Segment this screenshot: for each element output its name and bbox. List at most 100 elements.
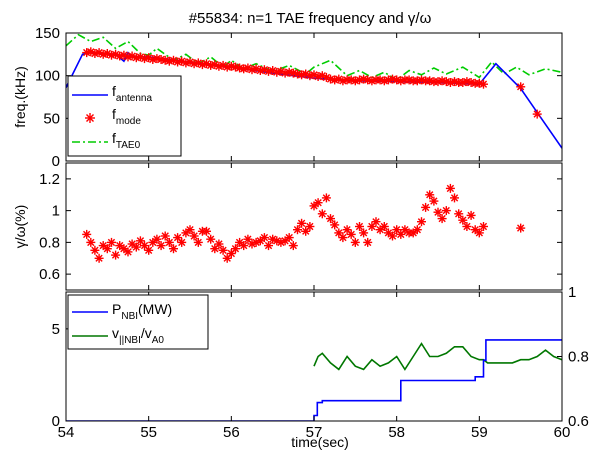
star-stroke (186, 226, 194, 234)
star-stroke (273, 237, 281, 245)
gamma-point (474, 228, 484, 238)
star-stroke (277, 67, 285, 76)
gamma-point (90, 245, 100, 255)
legend-mode-label: fmode (112, 106, 141, 127)
nbi-plot-area (66, 339, 562, 421)
panel3-y-tick-label-left: 0 (52, 413, 60, 430)
star-stroke (285, 233, 293, 242)
star-stroke (215, 240, 223, 248)
gamma-point (297, 218, 307, 228)
star-stroke (434, 208, 442, 216)
gamma-point (259, 233, 269, 243)
star-stroke (401, 226, 409, 234)
x-tick-label: 56 (223, 424, 240, 441)
x-tick-label: 58 (388, 424, 405, 441)
gamma-point (313, 198, 323, 208)
frequency-plot-area (66, 33, 562, 149)
star-stroke (347, 230, 355, 239)
gamma-point (239, 241, 249, 251)
gamma-point (305, 222, 315, 231)
star-stroke (517, 83, 525, 91)
gamma-point (441, 206, 451, 216)
star-stroke (124, 248, 132, 256)
gamma-point (412, 225, 422, 235)
panel3-y-tick-label-right: 0.8 (568, 349, 589, 366)
star-stroke (145, 54, 153, 62)
panel3-y-tick-label-right: 0.6 (568, 413, 589, 430)
gamma-point (466, 210, 476, 220)
growth-rate-panel: 0.6 0.8 1 1.2 γ/ω(%) (12, 162, 563, 291)
star-stroke (318, 210, 326, 218)
gamma-point (82, 229, 92, 239)
star-stroke (95, 48, 103, 57)
star-stroke (178, 57, 186, 65)
star-stroke (306, 222, 314, 231)
panel3-y-tick-label-left: 5 (52, 321, 60, 338)
star-stroke (372, 218, 380, 226)
gamma-point (135, 236, 145, 246)
star-stroke (173, 233, 182, 242)
panel1-y-tick-label: 150 (35, 25, 60, 42)
gamma-point (177, 237, 187, 247)
star-stroke (297, 219, 306, 227)
star-stroke (417, 218, 426, 226)
gamma-point (338, 233, 348, 243)
gamma-point (156, 241, 166, 251)
gamma-point (516, 223, 526, 233)
star-stroke (83, 230, 91, 239)
gamma-point (169, 244, 178, 254)
gamma-point (425, 190, 435, 200)
panel2-y-axis-label: γ/ω(%) (12, 205, 28, 249)
gamma-point (264, 241, 273, 251)
star-stroke (111, 50, 120, 58)
gamma-point (309, 201, 319, 211)
gamma-point (284, 233, 294, 243)
star-stroke (140, 241, 149, 250)
gamma-point (421, 202, 431, 212)
gamma-point (321, 193, 331, 203)
gamma-point (388, 231, 397, 241)
legend-vratio-label-sub2: A0 (152, 335, 165, 346)
gamma-point (94, 253, 104, 263)
gamma-point (202, 226, 211, 236)
x-tick-label: 57 (306, 424, 323, 441)
star-stroke (194, 59, 202, 67)
star-stroke (430, 197, 438, 205)
panel1-y-axis-label: freq.(kHz) (12, 66, 28, 127)
gamma-point (355, 222, 364, 231)
gamma-point (417, 217, 426, 227)
star-stroke (335, 229, 343, 237)
star-stroke (343, 226, 351, 234)
legend-antenna-label-sub: antenna (116, 93, 153, 104)
gamma-point (164, 237, 174, 247)
gamma-point (371, 217, 381, 227)
gamma-point (218, 245, 228, 255)
x-tick-label: 54 (58, 424, 75, 441)
star-stroke (318, 72, 326, 80)
gamma-point (102, 244, 112, 254)
star-stroke (421, 203, 430, 212)
panel2-y-tick-label: 0.6 (39, 266, 60, 283)
f-mode-point (479, 79, 488, 89)
gamma-point (359, 228, 369, 238)
star-stroke (190, 232, 198, 240)
star-stroke (479, 222, 488, 231)
star-stroke (107, 238, 116, 247)
x-tick-label: 59 (471, 424, 488, 441)
gamma-point (454, 209, 464, 219)
gamma-point (111, 250, 121, 260)
star-stroke (260, 233, 269, 242)
gamma-point (181, 228, 191, 238)
legend-tae0-label-sub: TAE0 (116, 140, 141, 151)
star-stroke (169, 56, 178, 64)
star-stroke (219, 246, 227, 254)
star-stroke (169, 245, 178, 253)
star-stroke (145, 246, 153, 254)
star-stroke (322, 194, 331, 202)
star-stroke (211, 60, 219, 69)
star-stroke (413, 226, 421, 234)
star-stroke (442, 206, 450, 215)
star-stroke (393, 226, 401, 234)
star-stroke (244, 64, 252, 72)
x-tick-label: 60 (554, 424, 571, 441)
